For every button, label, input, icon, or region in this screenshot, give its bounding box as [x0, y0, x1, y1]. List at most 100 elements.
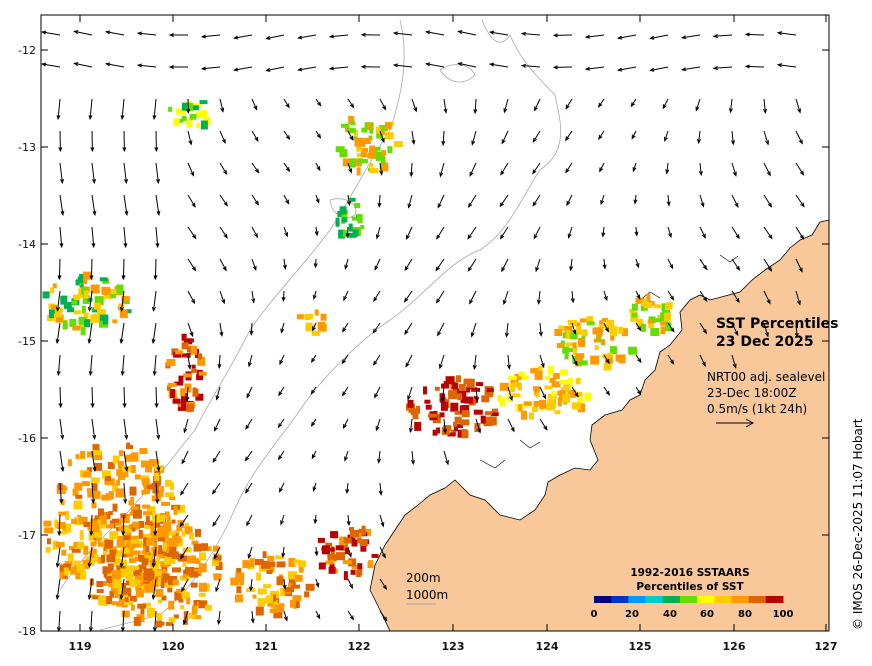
current-arrow-head [90, 147, 95, 153]
current-arrow [138, 64, 157, 68]
current-arrow [56, 578, 61, 599]
current-arrow-head [538, 331, 543, 337]
sst-cell [384, 162, 389, 172]
current-arrow-head [312, 486, 317, 492]
sst-cell [78, 516, 88, 524]
sst-cell [445, 376, 455, 385]
current-arrow-head [59, 178, 64, 185]
current-arrow [603, 386, 610, 396]
current-arrow [344, 450, 349, 461]
current-arrow [571, 322, 576, 334]
current-arrow [598, 130, 605, 140]
sst-cell [520, 410, 527, 420]
current-arrow-head [245, 488, 250, 494]
sst-cell [242, 560, 250, 569]
current-arrow [343, 290, 349, 301]
current-arrow-head [437, 203, 442, 209]
sst-cell [118, 586, 122, 595]
current-arrow-head [200, 66, 207, 71]
sst-cell [481, 395, 490, 403]
current-arrow-head [735, 265, 741, 271]
sst-cell [82, 559, 90, 569]
sst-cell [318, 562, 326, 570]
sst-cell [650, 328, 660, 336]
current-arrow [699, 290, 708, 302]
sst-cell [151, 546, 158, 551]
current-arrow [406, 226, 413, 240]
sst-cell [154, 472, 160, 481]
current-arrow-head [735, 234, 740, 240]
sst-cell [71, 518, 78, 524]
current-arrow-head [445, 460, 449, 466]
current-arrow [795, 290, 801, 305]
sst-cell [115, 550, 123, 557]
sst-cell [183, 611, 188, 621]
sst-cell [615, 354, 621, 362]
sst-cell [564, 350, 569, 360]
sst-cell [65, 510, 70, 520]
sst-cell [115, 602, 123, 607]
sst-cell [581, 329, 588, 337]
current-arrow [343, 418, 349, 429]
current-arrow [571, 290, 574, 303]
current-arrow-head [279, 487, 283, 493]
sst-cell [193, 543, 202, 552]
current-arrow [372, 322, 381, 333]
current-arrow [410, 162, 413, 177]
current-arrow [713, 66, 733, 69]
current-arrow [315, 162, 321, 171]
sst-cell [460, 419, 470, 426]
sst-cell [347, 534, 356, 540]
current-arrow-head [734, 330, 739, 337]
sst-cell [62, 563, 71, 571]
sst-cell [507, 376, 517, 381]
current-arrow-head [55, 562, 60, 569]
sst-cell [154, 467, 161, 476]
current-arrow [155, 194, 160, 215]
current-arrow [59, 450, 64, 471]
current-arrow [664, 130, 669, 141]
current-arrow-head [565, 104, 570, 110]
sst-cell [87, 467, 92, 473]
current-arrow-head [392, 63, 399, 68]
sst-cell [183, 373, 193, 378]
sst-cell [230, 577, 240, 586]
sst-cell [552, 373, 560, 379]
current-arrow-head [154, 403, 159, 409]
current-arrow-head [410, 459, 415, 466]
current-arrow [251, 130, 259, 142]
sst-cell [144, 524, 150, 529]
sst-cell [59, 571, 64, 579]
sst-cell [576, 377, 581, 384]
sst-cell [145, 463, 153, 473]
sst-cell [164, 534, 169, 540]
sst-cell [168, 106, 173, 112]
current-arrow [763, 322, 769, 337]
sst-cell [116, 540, 125, 548]
current-arrow [373, 354, 381, 366]
current-arrow [179, 514, 189, 527]
sst-cell [101, 554, 105, 563]
current-arrow-head [477, 428, 481, 434]
sst-cell [263, 584, 272, 589]
sst-cell [125, 580, 130, 586]
sst-cell [199, 582, 207, 592]
sst-cell [92, 307, 98, 313]
sst-cell [497, 394, 503, 402]
current-arrow [123, 162, 127, 183]
sst-cell [548, 365, 554, 375]
sst-cell [79, 535, 84, 541]
current-arrow-head [500, 234, 505, 240]
current-arrow [122, 610, 125, 632]
sst-cell [114, 557, 121, 567]
sst-cell [518, 404, 523, 412]
current-arrow [278, 450, 285, 460]
current-arrow [373, 290, 381, 302]
sst-cell [146, 506, 156, 514]
sst-cell [167, 584, 173, 593]
current-arrow [532, 162, 541, 174]
current-arrow-head [372, 328, 378, 334]
current-arrow-head [382, 584, 387, 590]
sst-cell [169, 547, 177, 554]
sst-cell [339, 541, 348, 551]
